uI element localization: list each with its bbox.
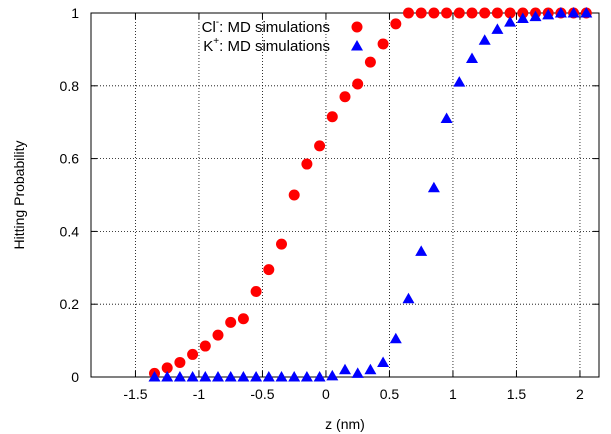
cl-data-point <box>504 7 516 19</box>
series-k <box>148 7 593 382</box>
x-tick-label: 1.5 <box>507 386 527 402</box>
k-data-point <box>250 371 263 382</box>
cl-data-point <box>212 329 224 341</box>
cl-data-point <box>339 91 351 103</box>
k-data-point <box>237 371 250 382</box>
legend-label-cl-sup: - <box>216 17 219 28</box>
cl-data-point <box>479 7 491 19</box>
cl-data-point <box>441 7 453 19</box>
k-data-point <box>466 52 478 63</box>
k-data-point <box>351 367 364 378</box>
k-data-point <box>567 7 580 18</box>
y-tick-label: 1 <box>71 5 79 21</box>
y-tick-label: 0 <box>71 369 79 385</box>
k-data-point <box>186 371 199 382</box>
k-data-point <box>504 16 517 27</box>
x-axis-title: z (nm) <box>325 416 365 432</box>
cl-data-point <box>326 111 338 123</box>
legend-label-k: K+: MD simulations <box>203 36 330 55</box>
k-data-point <box>440 112 453 124</box>
cl-data-point <box>491 7 503 19</box>
k-data-point <box>148 371 161 382</box>
legend-label-cl-main: Cl <box>202 19 216 36</box>
y-tick-label: 0.4 <box>60 223 80 239</box>
cl-data-point <box>301 158 313 170</box>
k-data-point <box>199 371 212 382</box>
k-data-point <box>554 7 567 18</box>
legend-label-k-main: K <box>203 38 213 55</box>
x-tick-label: -1.5 <box>123 386 147 402</box>
cl-data-point <box>250 285 262 297</box>
cl-data-point <box>187 348 199 360</box>
k-data-point <box>377 356 390 367</box>
legend-marker-k <box>351 40 363 51</box>
axis-ticks: -1.5 -1 -0.5 0 0.5 1 1.5 2 0 0.2 0.4 0.6 0.8 1 <box>60 5 599 402</box>
plot-frame <box>90 12 600 378</box>
k-data-point <box>427 181 440 193</box>
k-data-point <box>173 371 186 382</box>
cl-data-point <box>263 264 275 276</box>
k-data-point <box>313 371 326 382</box>
x-tick-label: 1 <box>449 386 457 402</box>
x-tick-label: -0.5 <box>250 386 274 402</box>
cl-data-point <box>415 7 427 19</box>
k-data-point <box>529 10 542 22</box>
cl-data-point <box>314 140 326 152</box>
k-data-point <box>389 332 402 344</box>
legend-marker-cl <box>351 21 363 33</box>
y-axis-title: Hitting Probability <box>11 141 27 250</box>
x-tick-label: -1 <box>193 386 206 402</box>
k-data-point <box>326 369 339 381</box>
k-data-point <box>402 292 415 304</box>
k-data-point <box>415 245 428 256</box>
y-tick-label: 0.8 <box>60 78 80 94</box>
grid-lines <box>91 12 599 378</box>
cl-data-point <box>276 238 287 250</box>
data-series <box>148 7 593 382</box>
k-data-point <box>161 371 174 382</box>
cl-data-point <box>225 316 237 328</box>
cl-data-point <box>161 362 173 374</box>
cl-data-point <box>288 189 300 201</box>
cl-data-point <box>199 340 211 352</box>
k-data-point <box>300 371 313 382</box>
k-data-point <box>478 34 491 45</box>
k-data-point <box>491 23 504 34</box>
cl-data-point <box>364 56 376 68</box>
y-tick-label: 0.6 <box>60 151 80 167</box>
k-data-point <box>542 8 555 20</box>
legend-label-k-sup: + <box>213 36 219 47</box>
cl-data-point <box>377 38 389 50</box>
legend-label-cl: Cl-: MD simulations <box>202 17 330 36</box>
cl-data-point <box>352 78 364 90</box>
k-data-point <box>262 371 275 382</box>
series-cl <box>149 7 592 379</box>
k-data-point <box>364 363 377 375</box>
k-data-point <box>288 371 301 382</box>
cl-data-point <box>466 7 478 19</box>
cl-data-point <box>390 18 402 30</box>
k-data-point <box>275 371 288 382</box>
k-data-point <box>453 76 466 87</box>
x-tick-label: 0.5 <box>380 386 400 402</box>
k-data-point <box>339 363 351 375</box>
k-data-point <box>212 371 224 382</box>
legend-label-cl-rest: : MD simulations <box>219 19 330 36</box>
legend-label-k-rest: : MD simulations <box>219 38 330 55</box>
k-data-point <box>580 7 593 18</box>
cl-data-point <box>453 7 465 19</box>
x-tick-label: 2 <box>576 386 584 402</box>
cl-data-point <box>237 313 249 325</box>
cl-data-point <box>403 7 414 19</box>
cl-data-point <box>174 356 186 368</box>
k-data-point <box>516 12 529 23</box>
x-tick-label: 0 <box>322 386 330 402</box>
y-tick-label: 0.2 <box>60 296 80 312</box>
cl-data-point <box>428 7 440 19</box>
k-data-point <box>224 371 237 382</box>
legend: Cl-: MD simulations K+: MD simulations <box>202 17 363 55</box>
